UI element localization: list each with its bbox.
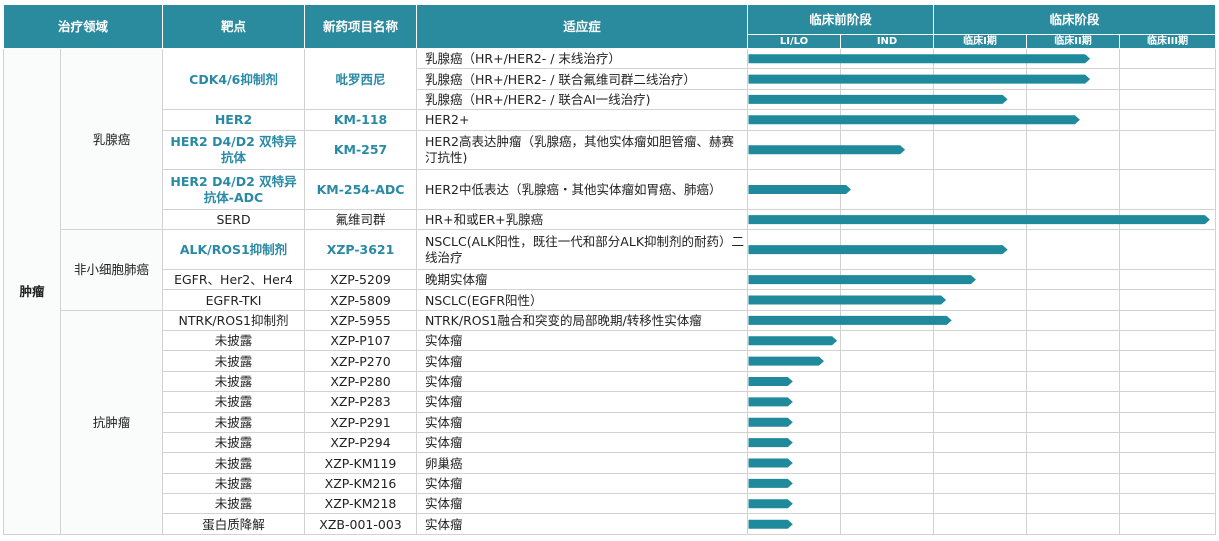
area-breast-cancer: 乳腺癌 (59, 47, 164, 231)
project-cell: XZP-P280 (304, 370, 418, 393)
header-target: 靶点 (162, 4, 306, 49)
table-row: 乳腺癌（HR+/HER2- / 联合氟维司群二线治疗） (4, 68, 1217, 90)
indication-cell: 实体瘤 (416, 391, 749, 413)
indication-cell: NSCLC(ALK阳性，既往一代和部分ALK抑制剂的耐药）二线治疗 (416, 229, 749, 270)
stage-phase1: 临床I期 (933, 34, 1028, 49)
target-cell: 未披露 (162, 493, 306, 515)
project-cell: XZP-KM119 (304, 452, 418, 474)
target-cell: ALK/ROS1抑制剂 (162, 229, 306, 270)
indication-cell: NSCLC(EGFR阳性） (416, 289, 749, 311)
header-indication: 适应症 (416, 4, 749, 49)
project-cell: 吡罗西尼 (304, 47, 418, 111)
area-antitumor: 抗肿瘤 (59, 309, 164, 536)
header-project: 新药项目名称 (304, 4, 418, 49)
stage-lilo: LI/LO (747, 34, 842, 49)
project-cell: KM-254-ADC (304, 169, 418, 210)
target-cell: 蛋白质降解 (162, 513, 306, 535)
table-row: 未披露 XZP-P270 实体瘤 (4, 350, 1217, 372)
indication-cell: 乳腺癌（HR+/HER2- / 联合AI一线治疗) (416, 88, 749, 111)
indication-cell: HER2高表达肿瘤（乳腺癌，其他实体瘤如胆管瘤、赫赛汀抗性) (416, 129, 749, 171)
target-cell: 未披露 (162, 330, 306, 352)
indication-cell: HER2+ (416, 109, 749, 131)
project-cell: XZP-5209 (304, 268, 418, 291)
target-cell: 未披露 (162, 391, 306, 413)
indication-cell: 实体瘤 (416, 472, 749, 495)
area-tumor: 肿瘤 (3, 48, 61, 535)
table-row: 未披露 XZP-P291 实体瘤 (4, 411, 1217, 433)
target-cell: HER2 (162, 109, 306, 131)
header-preclinical: 临床前阶段 (747, 4, 935, 35)
indication-cell: HER2中低表达（乳腺癌・其他实体瘤如胃癌、肺癌） (416, 169, 749, 210)
target-cell: 未披露 (162, 452, 306, 474)
target-cell: HER2 D4/D2 双特异抗体-ADC (162, 169, 306, 210)
table-row: EGFR、Her2、Her4 XZP-5209 晚期实体瘤 (4, 268, 1217, 291)
stage-phase2: 临床II期 (1026, 34, 1121, 49)
table-row: 未披露 XZP-KM119 卵巢癌 (4, 452, 1217, 474)
table-row: HER2 D4/D2 双特异抗体 KM-257 HER2高表达肿瘤（乳腺癌，其他… (4, 129, 1217, 171)
target-cell: SERD (162, 208, 306, 231)
table-row: 未披露 XZP-P283 实体瘤 (4, 391, 1217, 413)
area-nsclc: 非小细胞肺癌 (59, 229, 164, 311)
target-cell: 未披露 (162, 431, 306, 454)
header-row-1: 治疗领域 靶点 新药项目名称 适应症 临床前阶段 临床阶段 (2, 4, 1217, 49)
table-row: 未披露 XZP-P107 实体瘤 (4, 330, 1217, 352)
indication-cell: HR+和或ER+乳腺癌 (416, 208, 749, 231)
indication-cell: 实体瘤 (416, 513, 749, 535)
pipeline-table-container: 治疗领域 靶点 新药项目名称 适应症 临床前阶段 临床阶段 LI/LO IND … (2, 4, 1217, 536)
target-cell: EGFR、Her2、Her4 (162, 268, 306, 291)
indication-cell: 乳腺癌（HR+/HER2- / 联合氟维司群二线治疗） (416, 68, 749, 90)
project-cell: XZP-P291 (304, 411, 418, 433)
indication-cell: 实体瘤 (416, 370, 749, 393)
indication-cell: 实体瘤 (416, 330, 749, 352)
pipeline-table: 治疗领域 靶点 新药项目名称 适应症 临床前阶段 临床阶段 LI/LO IND … (2, 4, 1217, 536)
target-cell: CDK4/6抑制剂 (162, 47, 306, 111)
indication-cell: 卵巢癌 (416, 452, 749, 474)
target-cell: HER2 D4/D2 双特异抗体 (162, 129, 306, 171)
target-cell: 未披露 (162, 411, 306, 433)
table-row: 未披露 XZP-KM216 实体瘤 (4, 472, 1217, 495)
indication-cell: 实体瘤 (416, 493, 749, 515)
indication-cell: 实体瘤 (416, 350, 749, 372)
table-row: 非小细胞肺癌 ALK/ROS1抑制剂 XZP-3621 NSCLC(ALK阳性，… (4, 229, 1217, 311)
table-row: SERD 氟维司群 HR+和或ER+乳腺癌 (4, 208, 1217, 231)
target-cell: 未披露 (162, 472, 306, 495)
table-row: 未披露 XZP-P280 实体瘤 (4, 370, 1217, 393)
indication-cell: 乳腺癌（HR+/HER2- / 末线治疗） (416, 47, 749, 70)
project-cell: XZP-KM218 (304, 493, 418, 515)
header-area: 治疗领域 (2, 4, 164, 49)
indication-cell: NTRK/ROS1融合和突变的局部晚期/转移性实体瘤 (416, 309, 749, 332)
project-cell: XZP-3621 (304, 229, 418, 270)
table-row: HER2 KM-118 HER2+ (4, 109, 1217, 131)
table-row: 抗肿瘤 NTRK/ROS1抑制剂 XZP-5955 NTRK/ROS1融合和突变… (4, 309, 1217, 536)
header-clinical: 临床阶段 (933, 4, 1217, 35)
target-cell: 未披露 (162, 370, 306, 393)
project-cell: XZP-P107 (304, 330, 418, 352)
indication-cell: 晚期实体瘤 (416, 268, 749, 291)
project-cell: XZP-P270 (304, 350, 418, 372)
target-cell: 未披露 (162, 350, 306, 372)
project-cell: 氟维司群 (304, 208, 418, 231)
project-cell: XZP-KM216 (304, 472, 418, 495)
indication-cell: 实体瘤 (416, 431, 749, 454)
project-cell: XZP-5809 (304, 289, 418, 311)
project-cell: XZB-001-003 (304, 513, 418, 535)
target-cell: EGFR-TKI (162, 289, 306, 311)
stage-phase3: 临床III期 (1119, 34, 1217, 49)
project-cell: XZP-P283 (304, 391, 418, 413)
project-cell: XZP-5955 (304, 309, 418, 332)
table-row: 未披露 XZP-P294 实体瘤 (4, 431, 1217, 454)
target-cell: NTRK/ROS1抑制剂 (162, 309, 306, 332)
table-row: EGFR-TKI XZP-5809 NSCLC(EGFR阳性） (4, 289, 1217, 311)
indication-cell: 实体瘤 (416, 411, 749, 433)
project-cell: KM-118 (304, 109, 418, 131)
table-row: 乳腺癌（HR+/HER2- / 联合AI一线治疗) (4, 88, 1217, 111)
table-row: 未披露 XZP-KM218 实体瘤 (4, 493, 1217, 515)
project-cell: KM-257 (304, 129, 418, 171)
table-row: 蛋白质降解 XZB-001-003 实体瘤 (4, 513, 1217, 535)
project-cell: XZP-P294 (304, 431, 418, 454)
stage-ind: IND (840, 34, 935, 49)
table-row: 肿瘤 乳腺癌 CDK4/6抑制剂 吡罗西尼 乳腺癌（HR+/HER2- / 末线… (3, 47, 1217, 535)
table-row: HER2 D4/D2 双特异抗体-ADC KM-254-ADC HER2中低表达… (4, 169, 1217, 210)
